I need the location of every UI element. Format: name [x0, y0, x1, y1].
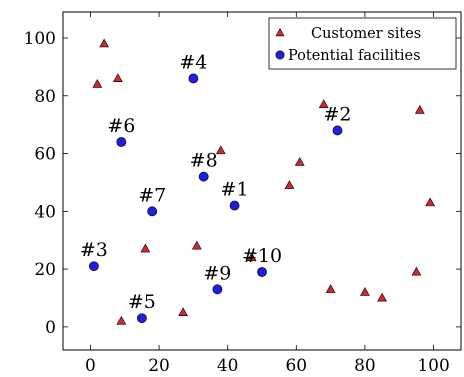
customer-site-point	[191, 240, 202, 250]
facility-point	[198, 171, 209, 182]
facility-label: #3	[80, 239, 108, 261]
customer-site-point	[411, 266, 422, 276]
x-tick-label: 60	[285, 356, 307, 376]
plot-frame	[62, 11, 462, 351]
customer-site-point	[215, 145, 226, 155]
customer-site-point	[284, 180, 295, 189]
customer-site-point	[294, 157, 305, 166]
legend-label-customer-sites: Customer sites	[311, 26, 421, 42]
y-tick-label: 80	[34, 87, 56, 107]
customer-site-point	[414, 105, 425, 114]
facility-point	[257, 267, 267, 277]
facility-label: #10	[242, 245, 282, 267]
customer-site-point	[360, 287, 370, 296]
legend-label-potential-facilities: Potential facilities	[288, 48, 421, 64]
point-labels: #4 #6 #2 #8 #7 #1 #3 #9 #10 #5	[80, 51, 352, 313]
customer-site-point	[113, 73, 123, 82]
customer-site-point	[116, 315, 127, 325]
customer-site-point	[425, 197, 436, 207]
x-tick-label: 40	[217, 356, 239, 376]
data-marks	[88, 38, 436, 325]
y-tick-label: 60	[34, 145, 56, 165]
facility-label: #6	[107, 115, 135, 137]
legend: Customer sites Potential facilities	[268, 17, 457, 70]
facility-point	[188, 73, 199, 84]
legend-circle-icon	[275, 50, 285, 60]
customer-site-point	[325, 284, 336, 293]
facility-label: #8	[190, 150, 218, 172]
axes: 0 20 40 60 80 100 0 20 40 60 80 100	[24, 11, 462, 376]
facility-label: #1	[221, 179, 249, 201]
facility-point	[332, 125, 343, 136]
x-tick-label: 100	[417, 356, 449, 376]
y-tick-label: 0	[45, 318, 56, 338]
facility-label: #2	[323, 103, 351, 125]
facility-point	[116, 137, 127, 147]
x-tick-label: 0	[85, 356, 96, 376]
y-tick-label: 40	[34, 202, 56, 222]
legend-box	[268, 17, 457, 70]
customer-site-point	[246, 252, 257, 262]
x-tick-label: 80	[354, 356, 376, 376]
customer-site-point	[92, 79, 103, 88]
facility-point	[212, 284, 223, 295]
facility-label: #9	[203, 262, 231, 284]
customer-site-point	[318, 99, 329, 108]
facility-point	[88, 261, 99, 272]
facility-label: #4	[179, 51, 207, 73]
facility-point	[147, 206, 158, 217]
y-tick-label: 100	[24, 29, 56, 49]
legend-triangle-icon	[275, 28, 285, 37]
facility-label: #5	[128, 291, 156, 313]
customer-site-point	[377, 292, 387, 302]
customer-site-point	[178, 307, 188, 316]
customer-site-point	[140, 243, 151, 253]
y-tick-label: 20	[34, 260, 56, 280]
facility-point	[137, 313, 147, 324]
x-tick-label: 20	[148, 356, 170, 376]
facility-label: #7	[138, 184, 166, 206]
facility-point	[229, 200, 240, 211]
customer-site-point	[99, 38, 110, 48]
